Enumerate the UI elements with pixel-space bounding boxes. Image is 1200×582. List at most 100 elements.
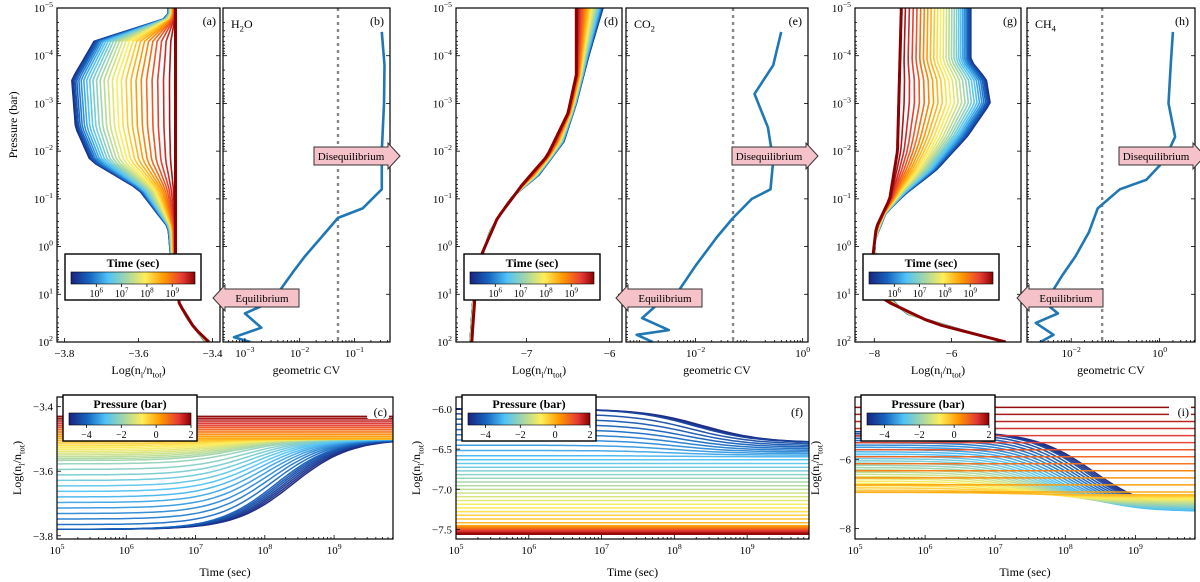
axes-frame [854, 396, 1196, 540]
x-tick-label: 10−2 [290, 345, 309, 360]
colorbar-tick-label: 108 [140, 287, 154, 301]
panel-g: 10−5 10−4 10−3 10−2 10−1 100 101 102 −8 −6 Log(ni/… [832, 0, 1022, 380]
y-tick-label: 10−5 [433, 0, 452, 15]
colorbar-tick-label: 0 [553, 430, 558, 441]
colorbar-tick-label: 2 [189, 430, 194, 441]
cv-curve [635, 31, 783, 342]
x-axis-label: Log(ni/ntot) [911, 363, 965, 380]
x-tick-label: −3.8 [54, 348, 74, 360]
cv-curve [232, 31, 386, 342]
panel-tag-box: (c) [367, 403, 389, 419]
x-tick-label: 10−3 [235, 345, 254, 360]
y-axis-label: Log(ni/ntot) [808, 441, 825, 495]
time-line [456, 449, 809, 456]
y-tick-label: −3.6 [33, 466, 53, 478]
time-line [855, 475, 1195, 502]
x-tick-label: 106 [521, 542, 536, 557]
y-tick-label: 10−3 [433, 95, 452, 110]
x-tick-label: 10−1 [345, 345, 364, 360]
y-tick-label: 100 [836, 239, 851, 254]
x-tick-label: 10−2 [686, 345, 705, 360]
panel-tag: (f) [791, 405, 803, 419]
panel-tag: (c) [374, 405, 387, 419]
colorbar-tick-label: −2 [515, 430, 526, 441]
y-tick-label: 100 [38, 239, 53, 254]
equilibrium-arrow-label: Equilibrium [1039, 293, 1093, 305]
y-tick-label: 101 [38, 286, 53, 301]
axes-frame [455, 7, 623, 343]
cv-curve [1034, 31, 1177, 342]
panel-tag: (e) [789, 14, 802, 28]
y-tick-label: −3.8 [33, 531, 53, 543]
x-tick-label: 105 [848, 542, 863, 557]
x-tick-label: 107 [188, 542, 203, 557]
x-tick-label: 108 [257, 542, 272, 557]
colorbar-tick-label: 2 [987, 430, 992, 441]
panel-tag-bg [783, 403, 805, 419]
colorbar-tick-label: 0 [952, 430, 957, 441]
y-tick-label: −7.5 [432, 524, 452, 536]
panel-f: −6.0 −6.5 −7.0 −7.5 105 106 107 108 109 Time (sec… [409, 394, 810, 579]
colorbar-tick-label: 109 [165, 287, 179, 301]
panel-tag: (a) [203, 14, 216, 28]
x-axis-label: Time (sec) [199, 565, 250, 579]
time-line [57, 439, 393, 526]
time-line [456, 444, 809, 455]
time-line [57, 438, 393, 509]
colorbar-tick-label: −4 [480, 430, 491, 441]
y-tick-label: −6.0 [432, 404, 452, 416]
colorbar-tick-label: 107 [115, 287, 129, 301]
species-label: H2O [231, 17, 253, 34]
x-tick-label: −6 [604, 348, 616, 360]
disequilibrium-arrow [1118, 141, 1200, 171]
y-tick-label: 10−1 [433, 191, 452, 206]
panel-tag: (h) [1175, 14, 1189, 28]
x-tick-label: 109 [327, 542, 342, 557]
x-axis-label: geometric CV [273, 363, 341, 377]
y-tick-label: 10−1 [832, 191, 851, 206]
colorbar-tick-label: 0 [154, 430, 159, 441]
x-axis-label: Time (sec) [607, 565, 658, 579]
axes-frame [222, 7, 391, 343]
x-tick-label: 107 [988, 542, 1003, 557]
y-tick-label: 10−2 [832, 143, 851, 158]
colorbar-tick-label: 109 [564, 287, 578, 301]
panel-e: 10−2 100 geometric CV (e) CO2 Disequilibrium E… [615, 7, 819, 377]
colorbar-tick-label: −4 [879, 430, 890, 441]
y-axis-label: Log(ni/ntot) [409, 441, 426, 495]
colorbar [866, 412, 990, 426]
y-tick-label: 10−4 [433, 48, 452, 63]
x-tick-label: −3.4 [203, 348, 223, 360]
equilibrium-arrow [615, 283, 703, 313]
y-tick-label: 10−5 [832, 0, 851, 15]
panel-a: 10−5 10−4 10−3 10−2 10−1 100 101 102−3.8 −3.6 −3.… [6, 0, 223, 380]
time-line [57, 439, 393, 531]
panel-h: 10−2 100 geometric CV (h) CH4 Disequilibrium E… [1016, 7, 1200, 377]
colorbar-tick-label: 106 [489, 287, 503, 301]
equilibrium-arrow [212, 283, 300, 313]
time-line [855, 466, 1195, 506]
disequilibrium-arrow-label: Disequilibrium [1123, 151, 1190, 163]
x-axis-label: Log(ni/ntot) [111, 363, 165, 380]
colorbar-title: Pressure (bar) [891, 397, 964, 411]
x-axis-label: Log(ni/ntot) [512, 363, 566, 380]
colorbar [70, 271, 196, 285]
x-tick-label: 106 [119, 542, 134, 557]
panel-d: 10−5 10−4 10−3 10−2 10−1 100 101 102 −7 −6 Log(ni/… [433, 0, 623, 380]
y-tick-label: 10−1 [34, 191, 53, 206]
y-tick-label: −7.0 [432, 484, 452, 496]
colorbar-tick-label: 109 [963, 287, 977, 301]
colorbar-tick-label: 106 [888, 287, 902, 301]
time-line [855, 473, 1195, 503]
panel-tag: (i) [1178, 405, 1189, 419]
colorbar-title: Pressure (bar) [93, 397, 166, 411]
axes-frame [56, 396, 394, 540]
colorbar [469, 271, 595, 285]
y-tick-label: 10−2 [433, 143, 452, 158]
equilibrium-arrow-label: Equilibrium [235, 293, 289, 305]
colorbar [68, 412, 192, 426]
x-tick-label: 108 [1058, 542, 1073, 557]
equilibrium-arrow-label: Equilibrium [638, 293, 692, 305]
colorbar-tick-label: 107 [514, 287, 528, 301]
